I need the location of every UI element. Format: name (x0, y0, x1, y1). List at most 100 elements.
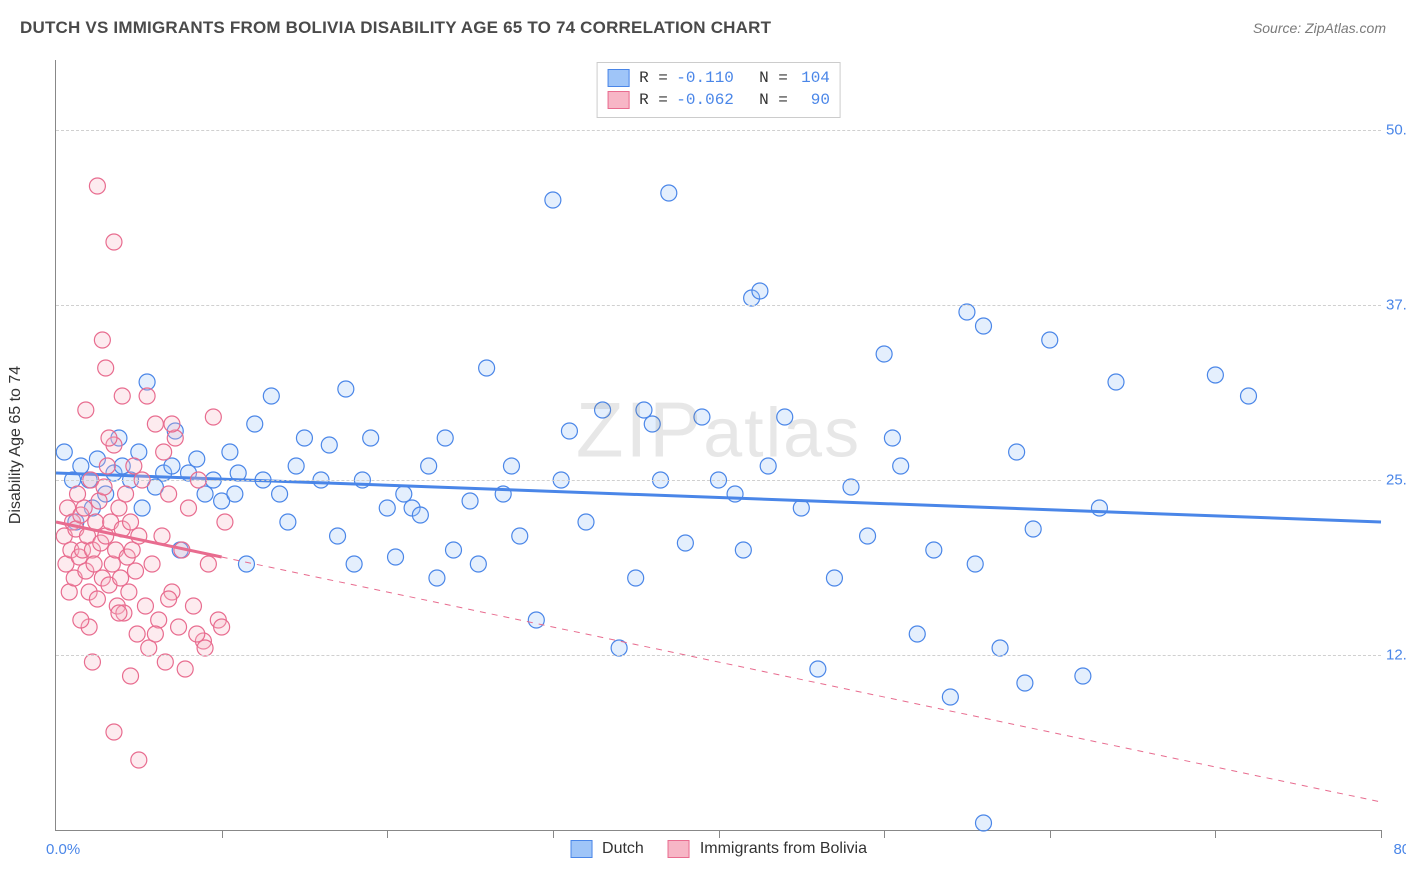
scatter-point (118, 486, 134, 502)
stats-legend-row: R = -0.062 N = 90 (607, 89, 830, 111)
scatter-point (280, 514, 296, 530)
scatter-point (84, 654, 100, 670)
scatter-point (197, 640, 213, 656)
stats-r-label: R = (639, 89, 668, 111)
gridline (56, 130, 1381, 131)
scatter-point (96, 479, 112, 495)
scatter-point (893, 458, 909, 474)
scatter-point (561, 423, 577, 439)
scatter-point (396, 486, 412, 502)
gridline (56, 305, 1381, 306)
scatter-point (437, 430, 453, 446)
scatter-point (263, 388, 279, 404)
scatter-point (677, 535, 693, 551)
scatter-point (1075, 668, 1091, 684)
scatter-point (636, 402, 652, 418)
scatter-point (217, 514, 233, 530)
scatter-point (296, 430, 312, 446)
scatter-point (200, 556, 216, 572)
x-tick (222, 830, 223, 838)
scatter-point (154, 528, 170, 544)
scatter-point (1091, 500, 1107, 516)
scatter-point (151, 612, 167, 628)
scatter-point (545, 192, 561, 208)
scatter-point (959, 304, 975, 320)
scatter-point (272, 486, 288, 502)
x-tick (884, 830, 885, 838)
scatter-point (1009, 444, 1025, 460)
scatter-point (976, 318, 992, 334)
scatter-point (379, 500, 395, 516)
scatter-point (1025, 521, 1041, 537)
bottom-legend-item: Immigrants from Bolivia (668, 840, 867, 858)
scatter-point (388, 549, 404, 565)
stats-r-value: -0.110 (674, 67, 734, 89)
legend-label: Immigrants from Bolivia (700, 840, 867, 858)
scatter-point (503, 458, 519, 474)
scatter-point (338, 381, 354, 397)
scatter-point (1207, 367, 1223, 383)
scatter-point (777, 409, 793, 425)
scatter-point (181, 500, 197, 516)
scatter-point (137, 598, 153, 614)
scatter-point (161, 486, 177, 502)
scatter-point (128, 563, 144, 579)
stats-legend-row: R = -0.110 N = 104 (607, 67, 830, 89)
scatter-point (760, 458, 776, 474)
scatter-point (114, 388, 130, 404)
scatter-point (992, 640, 1008, 656)
scatter-point (942, 689, 958, 705)
scatter-point (88, 514, 104, 530)
scatter-point (98, 360, 114, 376)
scatter-point (238, 556, 254, 572)
scatter-svg (56, 60, 1381, 830)
scatter-point (164, 458, 180, 474)
scatter-point (129, 626, 145, 642)
scatter-point (528, 612, 544, 628)
x-tick (1050, 830, 1051, 838)
x-tick (553, 830, 554, 838)
scatter-point (227, 486, 243, 502)
scatter-point (735, 542, 751, 558)
x-origin-label: 0.0% (46, 841, 80, 858)
scatter-point (661, 185, 677, 201)
scatter-point (123, 668, 139, 684)
scatter-point (214, 619, 230, 635)
scatter-point (288, 458, 304, 474)
scatter-point (222, 444, 238, 460)
scatter-point (1241, 388, 1257, 404)
scatter-point (161, 591, 177, 607)
plot-area: ZIPatlas R = -0.110 N = 104R = -0.062 N … (56, 60, 1381, 830)
scatter-point (363, 430, 379, 446)
x-tick (1381, 830, 1382, 838)
scatter-point (147, 416, 163, 432)
scatter-point (926, 542, 942, 558)
scatter-point (134, 500, 150, 516)
scatter-point (131, 752, 147, 768)
scatter-point (104, 556, 120, 572)
scatter-point (167, 430, 183, 446)
scatter-point (810, 661, 826, 677)
scatter-point (139, 388, 155, 404)
scatter-point (826, 570, 842, 586)
stats-legend: R = -0.110 N = 104R = -0.062 N = 90 (596, 62, 841, 118)
scatter-point (144, 556, 160, 572)
stats-r-value: -0.062 (674, 89, 734, 111)
scatter-point (164, 416, 180, 432)
scatter-point (321, 437, 337, 453)
y-tick-label: 25.0% (1386, 472, 1406, 489)
stats-n-value: 104 (794, 67, 830, 89)
scatter-point (429, 570, 445, 586)
scatter-point (446, 542, 462, 558)
stats-n-label: N = (740, 89, 788, 111)
x-tick (719, 830, 720, 838)
scatter-point (860, 528, 876, 544)
scatter-point (99, 458, 115, 474)
y-tick-label: 37.5% (1386, 297, 1406, 314)
scatter-point (644, 416, 660, 432)
scatter-point (89, 178, 105, 194)
chart-title: DUTCH VS IMMIGRANTS FROM BOLIVIA DISABIL… (20, 18, 1386, 38)
scatter-point (470, 556, 486, 572)
trend-line-dashed (222, 557, 1381, 802)
scatter-point (793, 500, 809, 516)
